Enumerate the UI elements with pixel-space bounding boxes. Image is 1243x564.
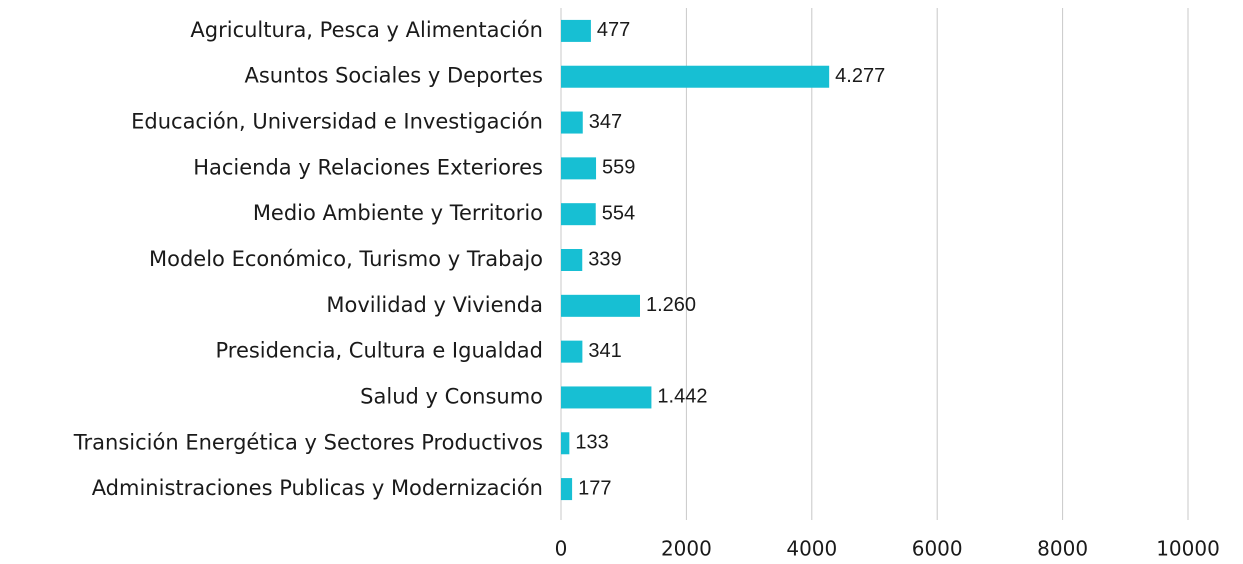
y-tick-label: Movilidad y Vivienda xyxy=(326,293,543,317)
bar xyxy=(561,19,591,42)
x-tick-label: 0 xyxy=(555,537,568,561)
data-label: 177 xyxy=(578,477,611,499)
data-label: 4.277 xyxy=(835,65,885,87)
x-tick-label: 4000 xyxy=(786,537,837,561)
x-tick-label: 2000 xyxy=(661,537,712,561)
data-label: 347 xyxy=(589,111,622,133)
y-tick-label: Asuntos Sociales y Deportes xyxy=(244,64,543,88)
bar xyxy=(561,386,652,409)
x-tick-label: 10000 xyxy=(1156,537,1220,561)
data-label: 1.442 xyxy=(657,386,707,408)
data-label: 1.260 xyxy=(646,294,696,316)
bar xyxy=(561,294,641,317)
y-tick-label: Educación, Universidad e Investigación xyxy=(131,110,543,134)
x-tick-label: 6000 xyxy=(912,537,963,561)
y-tick-label: Hacienda y Relaciones Exteriores xyxy=(193,155,543,179)
bar xyxy=(561,432,570,455)
y-tick-label: Presidencia, Cultura e Igualdad xyxy=(215,339,543,363)
y-tick-label: Transición Energética y Sectores Product… xyxy=(73,430,543,454)
y-tick-label: Modelo Económico, Turismo y Trabajo xyxy=(149,247,543,271)
y-tick-label: Administraciones Publicas y Modernizació… xyxy=(92,476,543,500)
bar xyxy=(561,111,583,134)
bar xyxy=(561,65,830,88)
data-label: 559 xyxy=(602,157,635,179)
y-tick-label: Medio Ambiente y Territorio xyxy=(253,201,543,225)
x-tick-label: 8000 xyxy=(1037,537,1088,561)
bar xyxy=(561,340,583,363)
y-tick-label: Salud y Consumo xyxy=(360,384,543,408)
data-label: 554 xyxy=(602,202,635,224)
data-label: 339 xyxy=(588,248,621,270)
bar xyxy=(561,203,596,226)
data-label: 341 xyxy=(588,340,621,362)
bar xyxy=(561,157,597,180)
data-label: 133 xyxy=(575,432,608,454)
bar xyxy=(561,249,583,271)
data-label: 477 xyxy=(597,19,630,41)
y-tick-label: Agricultura, Pesca y Alimentación xyxy=(190,18,543,42)
bar xyxy=(561,478,573,501)
